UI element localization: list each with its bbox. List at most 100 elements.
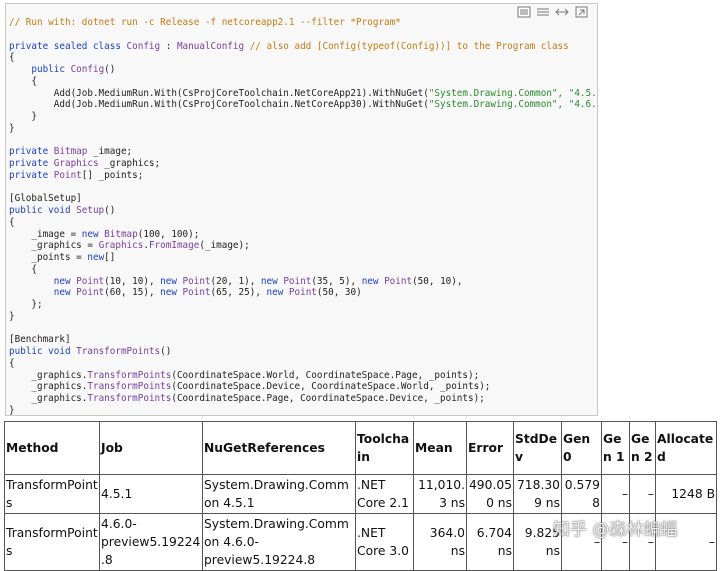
- code-token: _graphics.: [9, 381, 88, 393]
- column-header: Error: [466, 421, 514, 475]
- code-token: {: [9, 52, 15, 64]
- code-token: private: [9, 146, 54, 158]
- code-line: {: [9, 76, 597, 88]
- code-token: (65, 25),: [210, 287, 267, 299]
- column-header: Gen 1: [601, 421, 630, 475]
- code-token: {: [9, 75, 37, 87]
- code-line: }: [9, 404, 597, 416]
- table-row: TransformPoints 4.5.1 System.Drawing.Commo…: [4, 474, 717, 514]
- code-token: (_image);: [199, 240, 250, 252]
- column-header: Toolchain: [355, 421, 414, 475]
- table-cell: 718.309 ns: [513, 474, 562, 514]
- code-line: Add(Job.MediumRun.With(CsProjCoreToolcha…: [9, 88, 597, 100]
- code-token: Add(Job.MediumRun.With(CsProjCoreToolcha…: [9, 87, 429, 99]
- code-token: Point: [76, 275, 105, 287]
- table-cell: TransformPoints: [4, 513, 100, 571]
- code-token: }: [9, 111, 37, 122]
- code-token: new: [160, 275, 183, 287]
- copy-icon[interactable]: [537, 8, 549, 16]
- code-token: (CoordinateSpace.Page, CoordinateSpace.D…: [171, 393, 485, 404]
- code-line: private Graphics _graphics;: [9, 158, 597, 170]
- code-token: (50, 30): [316, 287, 362, 299]
- code-line: _image = new Bitmap(100, 100);: [9, 229, 597, 241]
- code-token: Point: [182, 287, 211, 299]
- code-token: new: [260, 275, 284, 287]
- code-token: :: [160, 40, 177, 52]
- code-token: TransformPoints: [87, 381, 172, 393]
- page: {"code": {"lines": [ [["// Run with: dot…: [4, 3, 717, 571]
- code-token: new: [87, 252, 105, 263]
- code-line: [9, 29, 597, 41]
- code-line: new Point(60, 15), new Point(65, 25), ne…: [9, 287, 597, 299]
- code-line: public void TransformPoints(): [9, 346, 597, 358]
- code-token: };: [9, 299, 43, 310]
- code-token: (20, 1),: [210, 275, 261, 287]
- code-token: TransformPoints: [87, 369, 172, 381]
- table-cell: .NET Core 2.1: [355, 474, 414, 514]
- code-token: _graphics.: [9, 393, 88, 404]
- column-header: Method: [4, 421, 100, 475]
- code-token: (60, 15),: [104, 287, 161, 299]
- table-cell: –: [629, 474, 656, 514]
- code-line: _points = new[]: [9, 252, 597, 264]
- code-line: _graphics.TransformPoints(CoordinateSpac…: [9, 370, 597, 382]
- code-block: // Run with: dotnet run -c Release -f ne…: [5, 3, 598, 416]
- code-token: Graphics: [53, 158, 99, 169]
- code-token: Point: [384, 275, 413, 287]
- table-cell: System.Drawing.Common 4.6.0-preview5.192…: [202, 513, 356, 571]
- code-token: private: [9, 158, 54, 169]
- popup-icon[interactable]: [575, 6, 588, 18]
- code-token: new: [9, 287, 77, 299]
- code-line: // Run with: dotnet run -c Release -f ne…: [9, 17, 597, 29]
- code-token: Add(Job.MediumRun.With(CsProjCoreToolcha…: [9, 99, 429, 111]
- code-token: (): [160, 346, 172, 357]
- code-token: Graphics: [98, 240, 144, 252]
- code-token: {: [9, 216, 15, 228]
- code-line: private Point[] _points;: [9, 170, 597, 182]
- table-cell: 364.0 ns: [413, 513, 467, 571]
- code-token: .: [143, 240, 149, 252]
- code-token: (100, 100);: [137, 228, 200, 240]
- code-token: public void: [9, 346, 77, 357]
- code-line: _graphics = Graphics.FromImage(_image);: [9, 240, 597, 252]
- code-line: [9, 135, 597, 147]
- table-cell: 1248 B: [655, 474, 717, 514]
- expand-icon[interactable]: [555, 8, 569, 16]
- code-line: {: [9, 358, 597, 370]
- code-token: _graphics;: [98, 158, 161, 169]
- code-token: TransformPoints: [87, 393, 172, 404]
- code-token: [GlobalSetup]: [9, 193, 82, 205]
- column-header: Mean: [413, 421, 467, 475]
- header-row: Method Job NuGetReferences Toolchain Mean Err…: [4, 421, 717, 475]
- code-token: public: [9, 64, 71, 75]
- code-line: }: [9, 123, 597, 135]
- code-line: }: [9, 311, 597, 323]
- table-cell: 490.050 ns: [466, 474, 514, 514]
- code-token: }: [9, 404, 15, 416]
- code-line: [9, 323, 597, 335]
- code-line: Add(Job.MediumRun.With(CsProjCoreToolcha…: [9, 99, 597, 111]
- code-line: _graphics.TransformPoints(CoordinateSpac…: [9, 381, 597, 393]
- code-line: public Config(): [9, 64, 597, 76]
- code-token: _image;: [87, 146, 133, 158]
- code-line: {: [9, 217, 597, 229]
- column-header: NuGetReferences: [202, 421, 356, 475]
- code-token: new: [160, 287, 183, 299]
- table-cell: TransformPoints: [4, 474, 100, 514]
- code-token: Point: [283, 275, 312, 287]
- code-token: Point: [53, 169, 82, 181]
- code-token: {: [9, 357, 15, 369]
- table-cell: –: [601, 474, 630, 514]
- view-source-icon[interactable]: [517, 6, 531, 18]
- code-token: // Run with: dotnet run -c Release -f ne…: [9, 17, 401, 28]
- code-token: // also add [Config(typeof(Config))] to …: [244, 40, 569, 52]
- table-cell: 11,010.3 ns: [413, 474, 467, 514]
- column-header: StdDev: [513, 421, 562, 475]
- code-token: Point: [76, 287, 105, 299]
- code-line: private Bitmap _image;: [9, 146, 597, 158]
- column-header: Job: [99, 421, 203, 475]
- code-token: new: [361, 275, 385, 287]
- code: // Run with: dotnet run -c Release -f ne…: [9, 17, 597, 416]
- code-token: }: [9, 122, 15, 134]
- table-cell: .NET Core 3.0: [355, 513, 414, 571]
